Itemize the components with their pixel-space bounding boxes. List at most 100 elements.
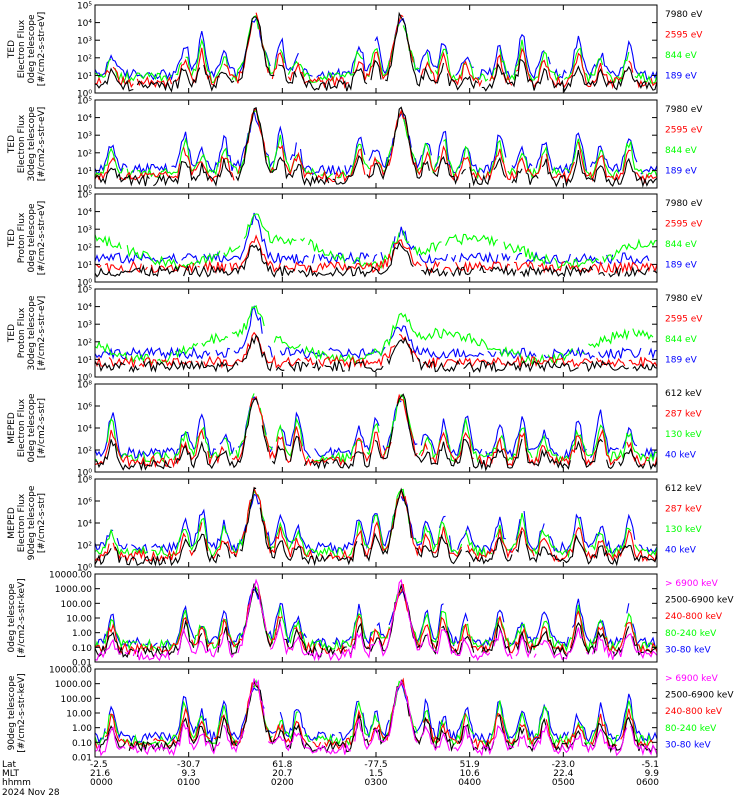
legend-entry: 844 eV [665,335,698,345]
series-line-3-3 [94,213,658,271]
series-line-1-3 [94,15,658,84]
legend-entry: 189 eV [665,71,698,81]
y-axis-label: MEPED [7,507,17,539]
y-tick-label: 10¹ [77,167,92,177]
y-axis-label: 0deg telescope [27,393,37,463]
y-tick-label: 10⁵ [77,97,92,107]
footer-lat: 51.9 [460,760,480,770]
chart-panel-3: 10⁰ 10¹ 10² 10³ 10⁴ 10⁵ TED Proton Flux 0deg tel… [7,191,703,289]
y-tick-label: 10³ [77,226,92,236]
series-line-6-2 [94,486,658,563]
series-line-6-1 [94,487,658,567]
y-axis-label: [#/cm2-s-str-keV] [17,578,27,657]
y-axis-label: [#/cm2-s-str-keV] [17,673,27,752]
chart-panel-6: 10⁰ 10² 10⁴ 10⁶ 10⁸ MEPED Electron Flux 90deg t… [7,476,702,574]
footer-lat: -2.5 [90,760,108,770]
footer-hhmm: 0600 [636,778,659,788]
y-tick-label: 10³ [77,321,92,331]
y-axis-label: MEPED [7,412,17,444]
y-axis-label: Electron Flux [17,114,27,173]
legend-entry: 2595 eV [665,219,703,229]
legend-entry: 40 keV [665,545,697,555]
legend-entry: 7980 eV [665,294,703,304]
legend-entry: 2595 eV [665,314,703,324]
y-tick-label: 10³ [77,132,92,142]
legend-entry: 240-800 keV [665,707,723,717]
legend-entry: 30-80 keV [665,740,711,750]
legend-entry: 189 eV [665,355,698,365]
y-tick-label: 10¹ [77,72,92,82]
y-tick-label: 10⁶ [77,498,92,508]
y-tick-label: 100.00 [61,695,93,705]
legend-entry: 189 eV [665,260,698,270]
y-axis-label: TED [7,324,17,343]
chart-panel-5: 10⁰ 10² 10⁴ 10⁶ 10⁸ MEPED Electron Flux 0deg te… [7,381,702,479]
footer-mlt: 20.7 [272,769,292,779]
y-axis-label: [#/cm2-s-str] [37,493,47,553]
footer-mlt: 1.5 [369,769,383,779]
series-line-2-1 [94,106,658,188]
legend-entry: 2595 eV [665,125,703,135]
y-tick-label: 10⁰ [77,90,92,100]
legend-entry: 2595 eV [665,30,703,40]
footer-row-label: hhmm [2,778,31,788]
footer-hhmm: 0100 [177,778,200,788]
legend-entry: 7980 eV [665,199,703,209]
legend-entry: 240-800 keV [665,612,723,622]
legend-entry: 80-240 keV [665,629,717,639]
y-tick-label: 10⁰ [77,279,92,289]
legend-entry: 612 keV [665,484,702,494]
series-line-5-2 [94,393,658,468]
legend-entry: 844 eV [665,240,698,250]
footer-hhmm: 0200 [271,778,294,788]
legend-entry: 30-80 keV [665,645,711,655]
y-tick-label: 10000.00 [49,571,92,581]
legend-entry: 189 eV [665,166,698,176]
chart-panel-8: 0.01 0.10 1.00 10.00 100.00 1000.00 10000.00 90… [7,666,734,764]
y-axis-label: TED [7,229,17,248]
footer-lat: -23.0 [552,760,576,770]
y-tick-label: 10000.00 [49,666,92,676]
y-tick-label: 10² [77,243,92,253]
y-axis-label: Proton Flux [17,307,27,358]
y-tick-label: 0.01 [72,754,92,764]
chart-panel-7: 0.01 0.10 1.00 10.00 100.00 1000.00 10000.00 0d… [7,571,734,669]
footer-lat: -5.1 [641,760,659,770]
y-tick-label: 10¹ [77,261,92,271]
y-tick-label: 10⁴ [77,208,92,218]
legend-entry: 80-240 keV [665,724,717,734]
y-tick-label: 10¹ [77,356,92,366]
footer-row-label: MLT [2,769,20,779]
y-axis-label: 90deg telescope [27,485,37,560]
y-axis-label: [#/cm2-s-str-eV] [37,107,47,182]
series-line-3-4 [95,213,657,264]
legend-entry: 844 eV [665,146,698,156]
y-tick-label: 10.00 [66,710,92,720]
y-tick-label: 10⁴ [77,114,92,124]
y-tick-label: 10.00 [66,615,92,625]
y-tick-label: 100.00 [61,600,93,610]
series-line-6-3 [94,488,658,559]
y-tick-label: 10⁴ [77,425,92,435]
y-tick-label: 10² [77,447,92,457]
y-axis-label: [#/cm2-s-str] [37,398,47,458]
footer-lat: -77.5 [364,760,387,770]
y-axis-label: TED [7,135,17,154]
legend-entry: 844 eV [665,51,698,61]
legend-entry: 287 keV [665,409,702,419]
footer-lat: -30.7 [177,760,200,770]
footer-mlt: 9.3 [182,769,196,779]
y-tick-label: 10⁵ [77,286,92,296]
footer-hhmm: 0300 [365,778,388,788]
legend-entry: 7980 eV [665,105,703,115]
footer-date: 2024 Nov 28 [2,788,60,798]
y-axis-label: 30deg telescope [27,106,37,181]
series-line-5-3 [94,393,658,464]
y-axis-label: [#/cm2-s-str-eV] [37,12,47,87]
footer-hhmm: 0400 [458,778,481,788]
footer-mlt: 21.6 [90,769,110,779]
y-tick-label: 10⁴ [77,303,92,313]
legend-entry: 130 keV [665,430,702,440]
footer-mlt: 22.4 [553,769,573,779]
